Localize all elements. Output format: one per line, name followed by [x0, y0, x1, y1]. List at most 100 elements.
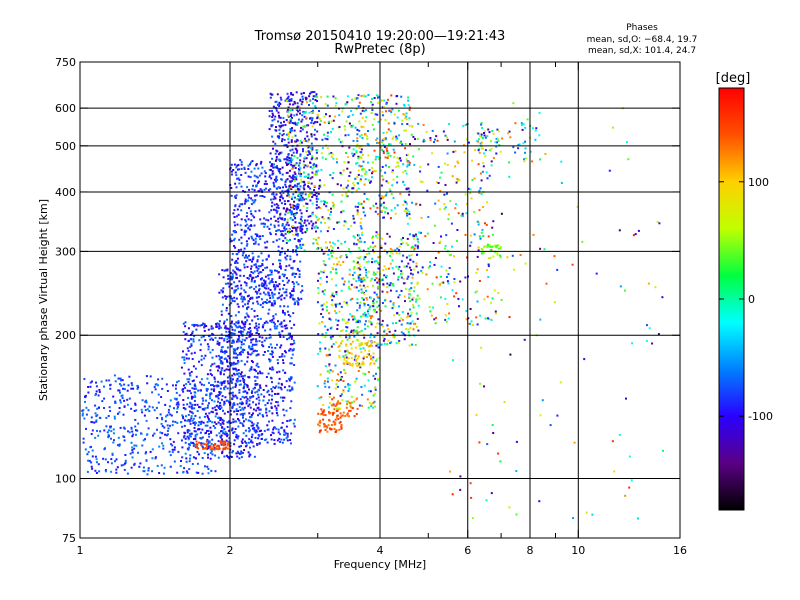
- data-point: [321, 316, 324, 319]
- data-point: [508, 130, 511, 133]
- data-point: [278, 296, 281, 299]
- data-point: [442, 281, 445, 284]
- data-point: [359, 277, 362, 280]
- data-point: [212, 425, 215, 427]
- data-point: [305, 157, 308, 160]
- data-point: [378, 194, 381, 197]
- data-point: [328, 427, 331, 430]
- data-point: [147, 467, 150, 470]
- data-point: [325, 280, 328, 283]
- data-point: [290, 186, 293, 189]
- data-point: [234, 171, 237, 174]
- data-point: [356, 213, 359, 216]
- data-point: [286, 432, 289, 435]
- stats-line-x: mean, sd,X: 101.4, 24.7: [588, 46, 696, 56]
- data-point: [346, 413, 349, 416]
- data-point: [286, 281, 289, 284]
- data-point: [285, 185, 288, 188]
- data-point: [556, 414, 559, 417]
- data-point: [123, 383, 126, 386]
- data-point: [219, 373, 222, 376]
- data-point: [408, 117, 411, 120]
- data-point: [512, 102, 515, 105]
- data-point: [106, 431, 109, 434]
- data-point: [297, 297, 300, 300]
- data-point: [297, 301, 300, 304]
- data-point: [449, 200, 452, 202]
- data-point: [207, 453, 209, 456]
- data-point: [257, 372, 259, 375]
- data-point: [431, 282, 434, 285]
- data-point: [263, 223, 266, 225]
- data-point: [234, 367, 237, 370]
- data-point: [460, 214, 463, 217]
- data-point: [201, 436, 204, 439]
- data-point: [221, 430, 224, 432]
- data-point: [127, 430, 129, 433]
- data-point: [345, 336, 348, 339]
- data-point: [292, 193, 295, 196]
- data-point: [283, 200, 286, 203]
- data-point: [293, 285, 295, 288]
- data-point: [110, 458, 113, 461]
- data-point: [397, 109, 400, 112]
- data-point: [448, 267, 451, 269]
- data-point: [576, 205, 579, 208]
- data-point: [246, 397, 249, 400]
- data-point: [205, 389, 208, 392]
- data-point: [163, 466, 166, 469]
- data-point: [459, 280, 462, 283]
- data-point: [319, 277, 322, 279]
- data-point: [239, 402, 241, 405]
- data-point: [491, 233, 494, 236]
- data-point: [291, 272, 294, 275]
- data-point: [396, 312, 398, 315]
- data-point: [187, 413, 190, 416]
- data-point: [284, 324, 286, 327]
- data-point: [268, 110, 271, 112]
- data-point: [370, 403, 373, 406]
- data-point: [253, 315, 256, 318]
- data-point: [281, 325, 284, 328]
- data-point: [358, 257, 361, 260]
- data-point: [113, 374, 116, 377]
- data-point: [414, 344, 417, 346]
- data-point: [259, 195, 262, 197]
- data-point: [429, 261, 432, 263]
- data-point: [138, 391, 141, 394]
- data-point: [382, 336, 385, 339]
- data-point: [440, 265, 443, 268]
- data-point: [275, 126, 277, 128]
- data-point: [277, 224, 280, 227]
- data-point: [363, 241, 366, 244]
- data-point: [219, 356, 222, 359]
- data-point: [184, 325, 187, 328]
- data-point: [261, 235, 264, 237]
- data-point: [283, 284, 286, 286]
- data-point: [166, 424, 169, 427]
- data-point: [376, 137, 379, 140]
- data-point: [324, 221, 326, 224]
- data-point: [281, 421, 284, 424]
- data-point: [367, 340, 370, 343]
- data-point: [226, 268, 229, 271]
- data-point: [393, 113, 396, 116]
- data-point: [301, 243, 304, 246]
- data-point: [361, 280, 364, 283]
- data-point: [358, 146, 361, 149]
- data-point: [313, 162, 316, 165]
- data-point: [201, 457, 204, 459]
- data-point: [169, 454, 172, 457]
- data-point: [217, 444, 220, 447]
- data-point: [237, 425, 240, 428]
- data-point: [322, 260, 325, 263]
- data-point: [235, 166, 238, 169]
- data-point: [405, 112, 408, 115]
- data-point: [508, 175, 511, 178]
- data-point: [256, 362, 259, 365]
- data-point: [187, 368, 190, 371]
- data-point: [339, 394, 342, 397]
- data-point: [237, 435, 240, 438]
- data-point: [240, 440, 243, 443]
- data-point: [253, 216, 256, 219]
